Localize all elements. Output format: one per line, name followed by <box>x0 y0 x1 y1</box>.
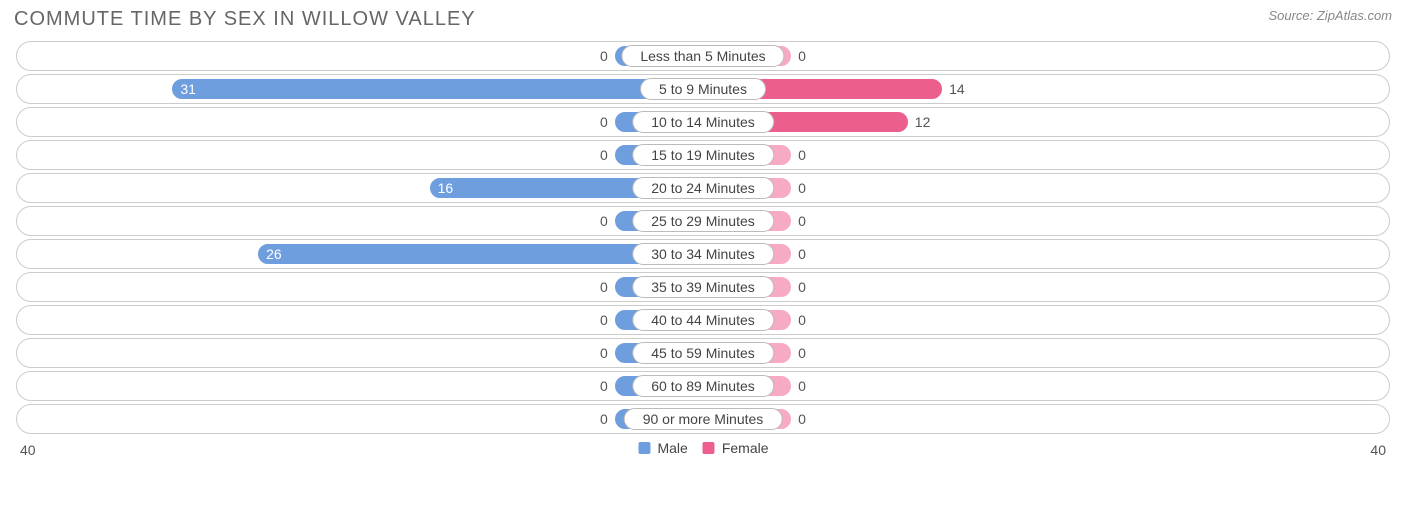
chart-row: 0 0 Less than 5 Minutes <box>16 41 1390 71</box>
category-label: 90 or more Minutes <box>624 408 783 430</box>
category-label: 40 to 44 Minutes <box>632 309 774 331</box>
legend-label: Male <box>657 440 687 456</box>
female-value: 0 <box>798 246 806 262</box>
male-value: 0 <box>600 411 608 427</box>
chart-row: 0 0 35 to 39 Minutes <box>16 272 1390 302</box>
axis-max-right: 40 <box>1370 442 1386 458</box>
axis-max-left: 40 <box>20 442 36 458</box>
chart-source: Source: ZipAtlas.com <box>1268 8 1392 23</box>
chart-row: 0 0 25 to 29 Minutes <box>16 206 1390 236</box>
category-label: 15 to 19 Minutes <box>632 144 774 166</box>
chart-row: 31 14 5 to 9 Minutes <box>16 74 1390 104</box>
female-value: 0 <box>798 48 806 64</box>
male-value: 0 <box>600 279 608 295</box>
legend-swatch <box>702 441 716 455</box>
category-label: 5 to 9 Minutes <box>640 78 766 100</box>
category-label: 60 to 89 Minutes <box>632 375 774 397</box>
chart-row: 0 0 40 to 44 Minutes <box>16 305 1390 335</box>
female-value: 0 <box>798 411 806 427</box>
category-label: 20 to 24 Minutes <box>632 177 774 199</box>
female-value: 0 <box>798 312 806 328</box>
female-value: 0 <box>798 147 806 163</box>
legend-label: Female <box>722 440 769 456</box>
chart-title: Commute Time by Sex in Willow Valley <box>10 6 1396 41</box>
male-value: 26 <box>266 246 282 262</box>
chart-row: 0 0 90 or more Minutes <box>16 404 1390 434</box>
female-value: 0 <box>798 378 806 394</box>
commute-time-chart: Commute Time by Sex in Willow Valley Sou… <box>0 0 1406 523</box>
chart-rows: 0 0 Less than 5 Minutes 31 14 5 to 9 Minutes 0… <box>10 41 1396 434</box>
category-label: Less than 5 Minutes <box>621 45 784 67</box>
male-value: 0 <box>600 378 608 394</box>
male-value: 0 <box>600 48 608 64</box>
female-value: 12 <box>915 114 931 130</box>
chart-footer: 40 40 Male Female <box>10 438 1396 466</box>
male-value: 0 <box>600 114 608 130</box>
male-bar: 31 <box>171 78 703 100</box>
male-value: 0 <box>600 147 608 163</box>
male-value: 0 <box>600 312 608 328</box>
chart-row: 0 0 15 to 19 Minutes <box>16 140 1390 170</box>
legend-item: Female <box>702 440 769 456</box>
female-value: 0 <box>798 213 806 229</box>
category-label: 10 to 14 Minutes <box>632 111 774 133</box>
legend-swatch <box>637 441 651 455</box>
category-label: 45 to 59 Minutes <box>632 342 774 364</box>
legend: Male Female <box>637 440 768 456</box>
female-value: 14 <box>949 81 965 97</box>
category-label: 30 to 34 Minutes <box>632 243 774 265</box>
female-value: 0 <box>798 279 806 295</box>
chart-row: 0 0 60 to 89 Minutes <box>16 371 1390 401</box>
chart-row: 0 0 45 to 59 Minutes <box>16 338 1390 368</box>
male-value: 0 <box>600 213 608 229</box>
male-value: 31 <box>180 81 196 97</box>
female-value: 0 <box>798 180 806 196</box>
legend-item: Male <box>637 440 687 456</box>
chart-row: 0 12 10 to 14 Minutes <box>16 107 1390 137</box>
category-label: 25 to 29 Minutes <box>632 210 774 232</box>
male-value: 0 <box>600 345 608 361</box>
category-label: 35 to 39 Minutes <box>632 276 774 298</box>
chart-row: 16 0 20 to 24 Minutes <box>16 173 1390 203</box>
chart-row: 26 0 30 to 34 Minutes <box>16 239 1390 269</box>
female-value: 0 <box>798 345 806 361</box>
male-value: 16 <box>438 180 454 196</box>
